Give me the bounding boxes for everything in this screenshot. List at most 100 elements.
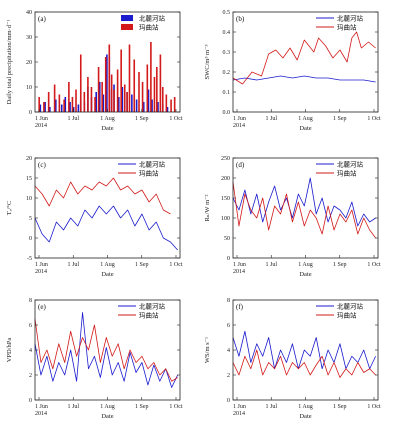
xtick-label-f-2: 1 Aug: [298, 404, 313, 410]
xtick-label-d-1: 1 Jul: [265, 262, 277, 268]
legend-swatch-a-1: [121, 15, 133, 21]
ytick-label-f-3: 6: [227, 323, 230, 329]
xtick-label-a-0: 1 Jun: [35, 116, 48, 122]
line-series-e-2: [34, 318, 178, 382]
ytick-label-c-3: 10: [26, 196, 32, 202]
xtick-label-b-4: 1 Oct: [367, 116, 380, 122]
bar-a-2-14: [97, 67, 100, 112]
bar-a-1-1: [44, 102, 46, 112]
ytick-label-e-1: 2: [29, 373, 32, 379]
ytick-label-d-4: 200: [221, 176, 230, 182]
ytick-label-f-2: 4: [227, 348, 230, 354]
bar-a-1-25: [142, 102, 145, 112]
bar-a-2-15: [101, 82, 103, 112]
bar-a-2-4: [58, 94, 61, 112]
bar-a-2-19: [113, 89, 115, 112]
bar-a-2-30: [153, 77, 156, 112]
ytick-label-d-3: 150: [221, 196, 230, 202]
line-series-b-1: [232, 75, 376, 83]
xtick-label-f-1: 1 Jul: [265, 404, 277, 410]
bar-a-2-18: [110, 74, 113, 112]
bar-a-1-30: [166, 107, 169, 112]
bar-a-1-14: [98, 82, 101, 112]
xtick-label-d-0: 1 Jun: [233, 262, 246, 268]
bar-a-2-22: [123, 84, 126, 112]
bar-a-2-35: [170, 99, 172, 112]
legend-label-b-1: 北麓河站: [337, 13, 364, 22]
panel-label-e: (e): [38, 303, 46, 311]
ylabel-a: Daily total precipitation/mm·d⁻¹: [6, 20, 13, 105]
bar-a-2-2: [47, 92, 50, 112]
ytick-label-d-5: 250: [221, 156, 230, 162]
ytick-label-a-0: 0: [29, 110, 32, 116]
bar-a-1-24: [135, 99, 138, 112]
bar-a-1-15: [102, 94, 105, 112]
xlabel-d: Date: [299, 271, 311, 278]
legend-label-d-2: 玛曲站: [337, 168, 357, 177]
panel-label-d: (d): [236, 161, 245, 169]
xtick-year-d: 2014: [233, 269, 245, 275]
panel-label-f: (f): [236, 303, 244, 311]
ytick-label-e-2: 4: [29, 348, 32, 354]
bar-a-2-28: [146, 64, 149, 112]
ytick-label-a-2: 20: [26, 60, 32, 66]
bar-a-1-0: [39, 104, 42, 112]
bar-a-2-8: [75, 89, 77, 112]
panel-label-b: (b): [236, 15, 245, 23]
line-series-f-1: [232, 330, 376, 370]
xtick-label-d-2: 1 Aug: [298, 262, 313, 268]
panel-label-c: (c): [38, 161, 46, 169]
xtick-label-e-2: 1 Aug: [100, 404, 115, 410]
ytick-label-f-1: 2: [227, 373, 230, 379]
bar-a-2-12: [90, 87, 93, 112]
xtick-label-c-1: 1 Jul: [67, 262, 79, 268]
xtick-year-b: 2014: [233, 123, 245, 129]
legend-label-f-1: 北麓河站: [337, 301, 364, 310]
bar-a-1-8: [77, 104, 80, 112]
bar-a-1-21: [121, 87, 124, 112]
legend-label-c-1: 北麓河站: [139, 159, 166, 168]
xtick-label-c-0: 1 Jun: [35, 262, 48, 268]
bar-a-2-34: [165, 94, 168, 112]
bar-a-2-7: [71, 97, 74, 112]
bar-a-2-29: [150, 42, 152, 112]
ytick-label-b-3: 0.3: [223, 50, 231, 56]
xtick-year-a: 2014: [35, 123, 47, 129]
ytick-label-b-5: 0.5: [223, 10, 231, 16]
ylabel-b: SWC/m³ m⁻³: [204, 44, 211, 79]
bar-a-1-6: [69, 102, 71, 112]
legend-label-d-1: 北麓河站: [337, 159, 364, 168]
ytick-label-c-1: 0: [29, 236, 32, 242]
legend-label-f-2: 玛曲站: [337, 310, 357, 319]
xlabel-c: Date: [101, 271, 113, 278]
legend-label-b-2: 玛曲站: [337, 22, 357, 31]
ytick-label-a-1: 10: [26, 85, 32, 91]
xtick-label-e-1: 1 Jul: [67, 404, 79, 410]
xtick-label-a-2: 1 Aug: [100, 116, 115, 122]
ytick-label-b-0: 0.0: [223, 110, 231, 116]
bar-a-1-23: [131, 94, 133, 112]
xtick-label-b-0: 1 Jun: [233, 116, 246, 122]
bar-a-2-27: [141, 82, 144, 112]
xtick-label-f-4: 1 Oct: [367, 404, 380, 410]
bar-a-2-36: [173, 97, 176, 112]
line-series-c-1: [34, 205, 178, 251]
line-series-e-1: [34, 312, 178, 388]
ytick-label-d-2: 100: [221, 216, 230, 222]
bar-a-2-0: [38, 97, 40, 112]
ytick-label-c-5: 20: [26, 156, 32, 162]
xtick-label-c-3: 1 Sep: [135, 262, 149, 268]
xlabel-e: Date: [101, 413, 113, 420]
ytick-label-c-0: -5: [27, 256, 32, 262]
xtick-label-a-3: 1 Sep: [135, 116, 149, 122]
xlabel-f: Date: [299, 413, 311, 420]
bar-a-1-3: [54, 99, 57, 112]
xtick-label-e-0: 1 Jun: [35, 404, 48, 410]
xtick-label-c-4: 1 Oct: [169, 262, 182, 268]
xtick-label-a-1: 1 Jul: [67, 116, 79, 122]
legend-swatch-a-2: [121, 24, 133, 30]
bar-a-2-31: [156, 67, 158, 112]
xtick-label-e-3: 1 Sep: [135, 404, 149, 410]
